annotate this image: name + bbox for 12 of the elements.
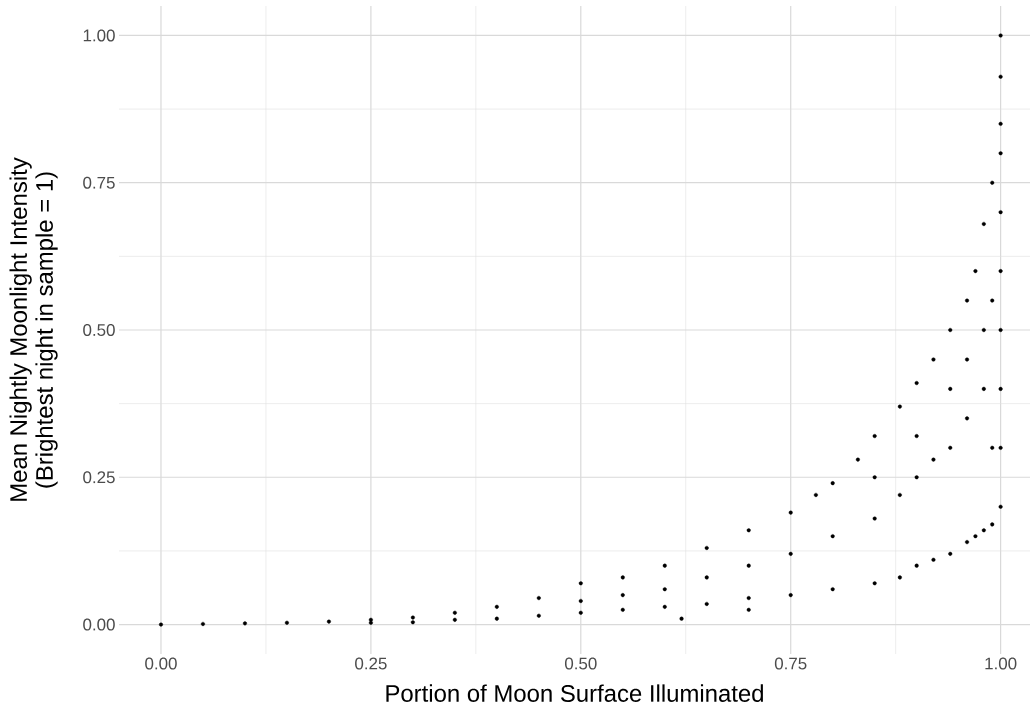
x-tick-label: 0.00 xyxy=(145,657,177,670)
x-tick-label: 0.75 xyxy=(774,657,807,670)
y-tick-label: 1.00 xyxy=(83,29,115,42)
x-tick-label: 0.25 xyxy=(355,657,387,670)
y-tick-label: 0.50 xyxy=(83,324,115,336)
x-tick-label: 1.00 xyxy=(985,657,1017,670)
x-tick-label: 0.50 xyxy=(564,657,597,670)
y-tick-label: 0.75 xyxy=(83,176,115,189)
y-tick-label: 0.00 xyxy=(83,618,115,631)
y-axis-title: Mean Nightly Moonlight Intensity (Brightest night in sample = 1) xyxy=(9,157,58,501)
x-axis-title: Portion of Moon Surface Illuminated xyxy=(386,684,763,702)
y-tick-label: 0.25 xyxy=(83,471,115,484)
